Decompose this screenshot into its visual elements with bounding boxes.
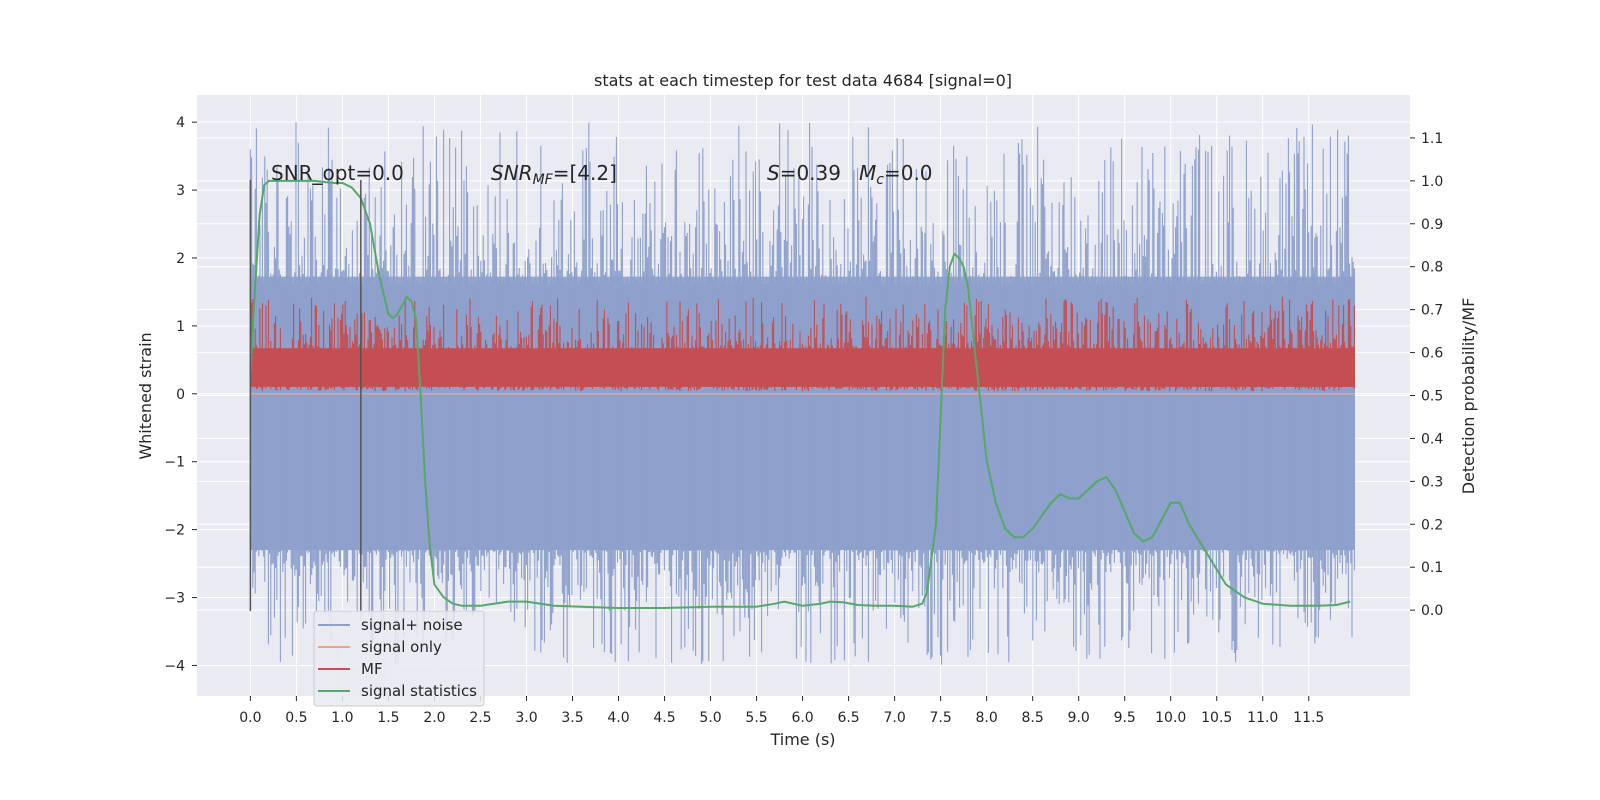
annotation-mc: Mc=0.0 <box>859 161 933 188</box>
x-tick-label: 8.0 <box>976 710 998 726</box>
x-tick-label: 4.5 <box>653 710 675 726</box>
x-axis-ticks: 0.0 0.5 1.0 1.5 2.0 2.5 3.0 3.5 4.0 4.5 5.0 5.5 6.0 6… <box>239 696 1324 726</box>
y-right-tick-label: 0.4 <box>1421 431 1443 447</box>
x-tick-label: 8.5 <box>1022 710 1044 726</box>
y-right-tick-label: 0.9 <box>1421 217 1443 233</box>
x-tick-label: 6.5 <box>837 710 859 726</box>
annotation-snr-mf: SNRMF=[4.2] <box>491 161 617 188</box>
x-tick-label: 7.5 <box>929 710 951 726</box>
y-right-tick-label: 0.7 <box>1421 303 1443 319</box>
vertical-markers <box>249 179 362 612</box>
x-tick-label: 5.0 <box>699 710 721 726</box>
y-right-tick-label: 0.5 <box>1421 389 1443 405</box>
annotation-snr-mf-symbol: SNR <box>491 161 533 185</box>
y-axis-label: Whitened strain <box>136 332 155 459</box>
annotation-s-value: =0.39 <box>780 161 841 185</box>
annotation-mc-subscript: c <box>876 172 884 188</box>
y-tick-label: 3 <box>176 183 185 199</box>
x-tick-label: 6.0 <box>791 710 813 726</box>
y-right-tick-label: 0.2 <box>1421 517 1443 533</box>
y-tick-label: 1 <box>176 319 185 335</box>
legend-label-signal-statistics: signal statistics <box>361 682 477 700</box>
y-tick-label: −4 <box>164 658 185 674</box>
annotations: SNR_opt=0.0 SNRMF=[4.2] S=0.39 Mc=0.0 <box>271 161 933 188</box>
y-right-tick-label: 0.3 <box>1421 474 1443 490</box>
y-right-tick-label: 0.8 <box>1421 260 1443 276</box>
legend-label-mf: MF <box>361 660 383 678</box>
chart-title: stats at each timestep for test data 468… <box>594 71 1012 90</box>
x-tick-label: 2.0 <box>423 710 445 726</box>
x-tick-label: 5.5 <box>745 710 767 726</box>
legend-label-signal-noise: signal+ noise <box>361 616 463 634</box>
annotation-mc-symbol: M <box>859 161 876 185</box>
annotation-snr-mf-subscript: MF <box>533 172 554 188</box>
x-tick-label: 2.5 <box>469 710 491 726</box>
y-tick-label: −1 <box>164 455 185 471</box>
y-right-tick-label: 1.0 <box>1421 174 1443 190</box>
x-tick-label: 9.0 <box>1068 710 1090 726</box>
y-tick-label: 2 <box>176 251 185 267</box>
x-tick-label: 1.0 <box>331 710 353 726</box>
y-tick-label: 4 <box>176 115 185 131</box>
legend-label-signal-only: signal only <box>361 638 442 656</box>
x-tick-label: 9.5 <box>1114 710 1136 726</box>
x-tick-label: 0.5 <box>285 710 307 726</box>
x-tick-label: 0.0 <box>239 710 261 726</box>
annotation-s-symbol: S <box>767 161 780 185</box>
y-axis-left-ticks: −4 −3 −2 −1 0 1 2 3 4 <box>164 115 197 674</box>
legend-box <box>313 610 485 707</box>
series-signal-statistics <box>249 179 1351 609</box>
y-axis-right-ticks: 0.0 0.1 0.2 0.3 0.4 0.5 0.6 0.7 0.8 0.9 1.0 1.1 <box>1410 131 1443 619</box>
x-tick-label: 11.5 <box>1293 710 1324 726</box>
x-tick-label: 4.0 <box>607 710 629 726</box>
x-tick-label: 10.0 <box>1155 710 1186 726</box>
y-right-tick-label: 0.6 <box>1421 346 1443 362</box>
y-right-tick-label: 0.0 <box>1421 603 1443 619</box>
y-right-tick-label: 1.1 <box>1421 131 1443 147</box>
annotation-snr-opt: SNR_opt=0.0 <box>271 161 404 185</box>
y-tick-label: −3 <box>164 591 185 607</box>
x-tick-label: 11.0 <box>1247 710 1278 726</box>
x-tick-label: 7.0 <box>883 710 905 726</box>
annotation-s: S=0.39 <box>767 161 841 185</box>
signal-statistics-line <box>249 179 1351 609</box>
annotation-snr-mf-value: =[4.2] <box>553 161 617 185</box>
x-tick-label: 3.5 <box>561 710 583 726</box>
annotation-mc-value: =0.0 <box>884 161 933 185</box>
y-axis-right-label: Detection probability/MF <box>1459 298 1478 495</box>
x-tick-label: 3.0 <box>515 710 537 726</box>
y-tick-label: −2 <box>164 523 185 539</box>
x-tick-label: 10.5 <box>1201 710 1232 726</box>
y-tick-label: 0 <box>176 387 185 403</box>
x-axis-label: Time (s) <box>769 730 835 749</box>
x-tick-label: 1.5 <box>377 710 399 726</box>
y-right-tick-label: 0.1 <box>1421 560 1443 576</box>
legend: signal+ noise signal only MF signal stat… <box>313 610 485 707</box>
